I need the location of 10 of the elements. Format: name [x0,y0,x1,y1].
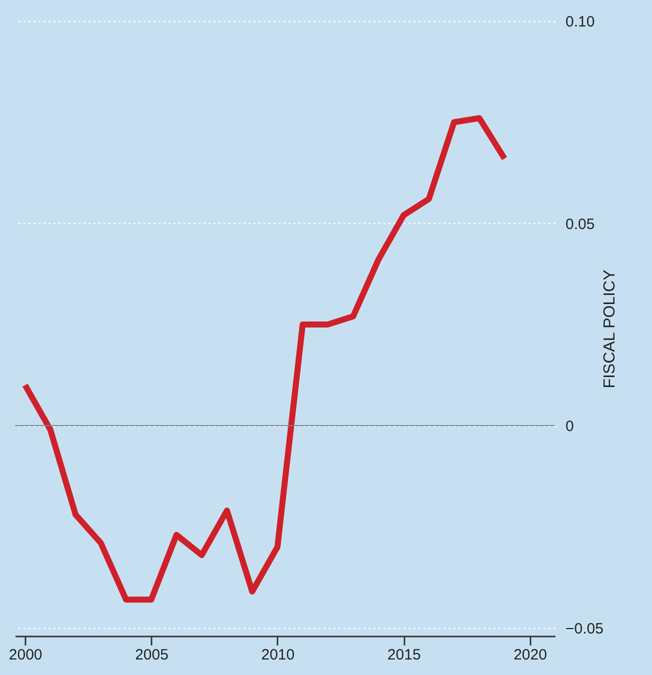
x-tick-label: 2000 [8,646,42,664]
x-tick-label: 2010 [261,646,295,664]
y-tick-label: 0.05 [566,216,595,233]
y-tick-label: 0 [566,418,574,436]
y-tick-label: 0.10 [566,14,595,30]
x-tick-label: 2020 [514,646,547,664]
y-axis-title: FISCAL POLICY [601,269,618,388]
x-tick-label: 2015 [387,646,421,664]
x-tick-label: 2005 [135,646,168,664]
y-tick-label: −0.05 [566,620,604,638]
